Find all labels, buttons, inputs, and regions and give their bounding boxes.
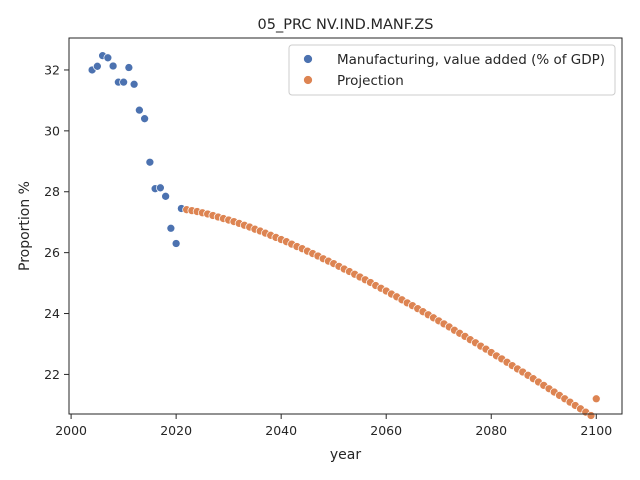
legend-marker-projection (303, 75, 313, 85)
points-layer (87, 51, 601, 420)
data-point-manufacturing (124, 63, 134, 72)
x-tick-label: 2100 (580, 423, 612, 438)
x-tick-label: 2060 (370, 423, 402, 438)
data-point-projection (586, 411, 596, 420)
legend: Manufacturing, value added (% of GDP) Pr… (288, 44, 616, 96)
data-point-manufacturing (135, 105, 144, 115)
legend-marker-manufacturing (303, 54, 313, 64)
chart-title: 05_PRC NV.IND.MANF.ZS (258, 17, 434, 33)
legend-label-manufacturing: Manufacturing, value added (% of GDP) (337, 52, 605, 68)
x-axis-label: year (330, 447, 361, 463)
x-axis: 2000 2020 2040 2060 2080 2100 (55, 414, 612, 438)
x-tick-label: 2040 (265, 423, 297, 438)
data-point-manufacturing (156, 183, 165, 193)
y-axis: 22 24 26 28 30 32 (44, 62, 69, 382)
y-tick-label: 32 (44, 62, 60, 77)
y-axis-label: Proportion % (17, 181, 33, 271)
data-point-manufacturing (103, 53, 113, 63)
data-point-manufacturing (140, 114, 149, 124)
data-point-manufacturing (119, 77, 128, 87)
data-point-manufacturing (145, 157, 155, 167)
data-point-manufacturing (93, 61, 102, 71)
y-tick-label: 24 (44, 306, 60, 321)
data-point-manufacturing (129, 79, 139, 89)
data-point-projection (591, 394, 601, 404)
data-point-manufacturing (108, 61, 118, 71)
y-tick-label: 26 (44, 245, 60, 260)
data-point-manufacturing (171, 239, 181, 248)
y-tick-label: 28 (44, 184, 60, 199)
y-tick-label: 30 (44, 123, 60, 138)
legend-box (288, 44, 616, 96)
x-tick-label: 2020 (160, 423, 192, 438)
y-tick-label: 22 (44, 367, 60, 382)
x-tick-label: 2080 (475, 423, 507, 438)
legend-label-projection: Projection (337, 73, 404, 89)
x-tick-label: 2000 (55, 423, 87, 438)
data-point-manufacturing (161, 191, 170, 201)
data-point-manufacturing (166, 223, 176, 233)
plot-frame (68, 37, 623, 415)
